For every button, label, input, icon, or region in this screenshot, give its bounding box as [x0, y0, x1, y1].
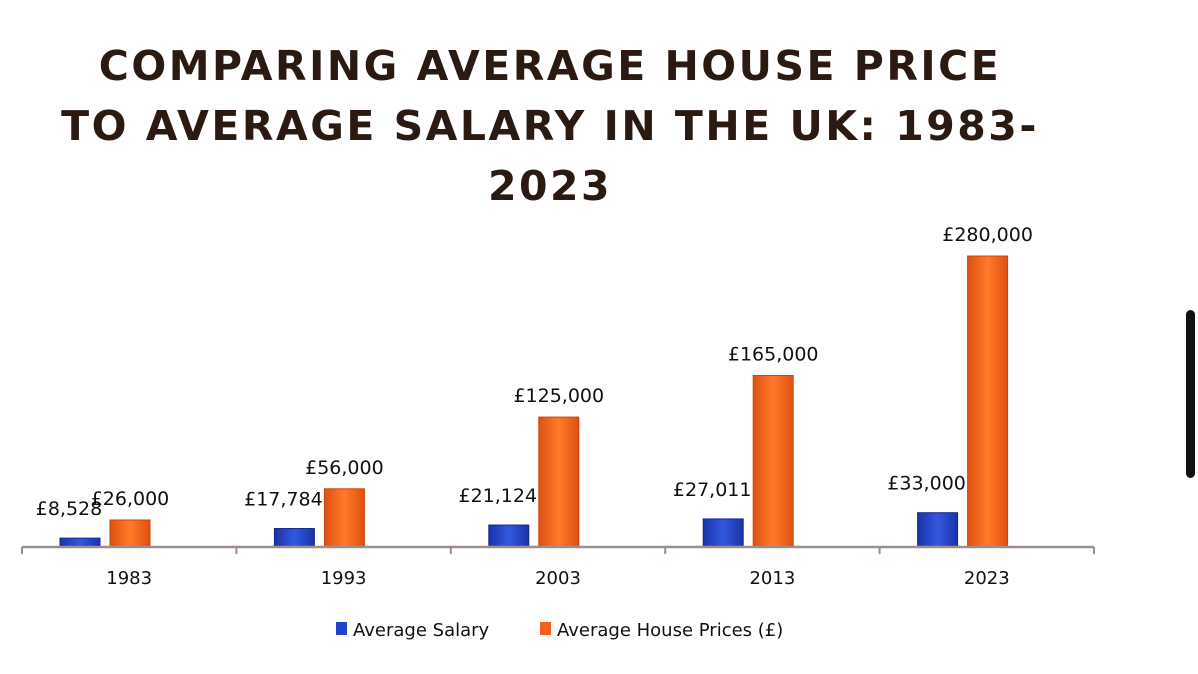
legend-label-salary: Average Salary	[353, 620, 490, 641]
salary-label-1993: £17,784	[244, 489, 323, 511]
salary-bar-2013	[702, 518, 744, 548]
x-tick-label-1983: 1983	[106, 568, 152, 589]
house-price-bar-1983	[109, 519, 151, 548]
house-price-label-2023: £280,000	[942, 224, 1033, 246]
x-tick-label-2023: 2023	[964, 568, 1010, 589]
house-price-label-1983: £26,000	[91, 488, 170, 510]
salary-bar-2003	[488, 524, 530, 548]
x-tick-label-2003: 2003	[535, 568, 581, 589]
house-price-bar-2023	[967, 255, 1009, 548]
salary-label-2013: £27,011	[673, 479, 752, 501]
house-price-label-2003: £125,000	[513, 385, 604, 407]
salary-label-1983: £8,528	[36, 498, 102, 520]
bars-layer	[59, 255, 1009, 548]
salary-label-2023: £33,000	[887, 473, 966, 495]
legend-swatch-salary	[336, 622, 347, 635]
salary-bar-2023	[917, 512, 959, 548]
salary-label-2003: £21,124	[459, 485, 538, 507]
x-tick-label-1993: 1993	[321, 568, 367, 589]
house-price-bar-2013	[752, 375, 794, 548]
scrollbar-thumb[interactable]	[1186, 310, 1195, 478]
legend: Average Salary Average House Prices (£)	[336, 620, 783, 641]
legend-label-house-price: Average House Prices (£)	[557, 620, 783, 641]
x-axis: 1983 1993 2003 2013 2023	[21, 545, 1095, 589]
house-price-bar-1993	[323, 488, 365, 548]
house-price-label-1993: £56,000	[305, 457, 384, 479]
data-labels: £8,528£26,000 £17,784 £56,000 £21,124 £125,0…	[36, 224, 1033, 520]
salary-bar-1993	[273, 528, 315, 548]
x-tick-label-2013: 2013	[749, 568, 795, 589]
salary-bar-1983	[59, 537, 101, 548]
house-price-bar-2003	[538, 416, 580, 548]
chart-title: COMPARING AVERAGE HOUSE PRICE TO AVERAGE…	[61, 42, 1039, 210]
legend-swatch-house-price	[540, 622, 551, 635]
house-price-label-2013: £165,000	[728, 344, 819, 366]
